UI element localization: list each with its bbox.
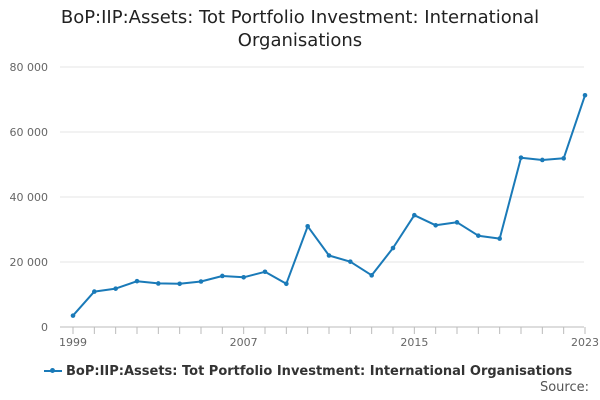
source-label: Source:: [539, 380, 589, 395]
data-point: [582, 92, 588, 98]
data-point: [284, 281, 289, 287]
data-point: [134, 278, 140, 284]
x-tick-label: 2023: [571, 336, 599, 349]
data-point: [412, 212, 417, 218]
data-point: [305, 223, 310, 229]
data-point: [262, 269, 268, 275]
legend[interactable]: BoP:IIP:Assets: Tot Portfolio Investment…: [44, 364, 572, 379]
x-axis: 1999 2007 2015 2023: [59, 327, 599, 349]
data-point: [476, 233, 481, 238]
data-point: [390, 245, 396, 251]
data-point: [220, 273, 225, 279]
y-tick-label: 60 000: [10, 126, 49, 139]
series-line: [72, 94, 586, 317]
data-point: [156, 281, 161, 286]
series-lines: [70, 92, 588, 318]
y-tick-label: 0: [41, 321, 48, 334]
y-tick-label: 20 000: [10, 256, 49, 269]
data-point: [540, 157, 545, 163]
x-tick-label: 1999: [59, 336, 87, 349]
data-point: [433, 222, 438, 228]
y-tick-label: 80 000: [10, 61, 49, 74]
chart-title-line-2: Organisations: [237, 30, 363, 51]
data-point: [497, 236, 502, 241]
data-point: [113, 286, 118, 291]
y-axis-tick-labels: 0 20 000 40 000 60 000 80 000: [10, 61, 49, 334]
data-point: [369, 273, 374, 278]
x-tick-label: 2007: [230, 336, 258, 349]
data-point: [177, 281, 182, 287]
data-point: [561, 156, 566, 161]
legend-label: BoP:IIP:Assets: Tot Portfolio Investment…: [66, 364, 573, 379]
data-point: [518, 155, 524, 160]
data-point: [241, 274, 246, 280]
data-point: [198, 279, 204, 284]
data-point: [70, 313, 76, 318]
data-point: [326, 253, 332, 258]
data-point: [92, 289, 97, 294]
y-tick-label: 40 000: [10, 191, 49, 204]
chart-title-line-1: BoP:IIP:Assets: Tot Portfolio Investment…: [60, 7, 540, 28]
data-point: [348, 259, 353, 264]
x-tick-label: 2015: [400, 336, 428, 349]
chart-title: BoP:IIP:Assets: Tot Portfolio Investment…: [20, 6, 580, 52]
gridlines: [60, 66, 584, 328]
legend-line-marker-icon: [44, 368, 62, 373]
data-point: [454, 220, 460, 225]
